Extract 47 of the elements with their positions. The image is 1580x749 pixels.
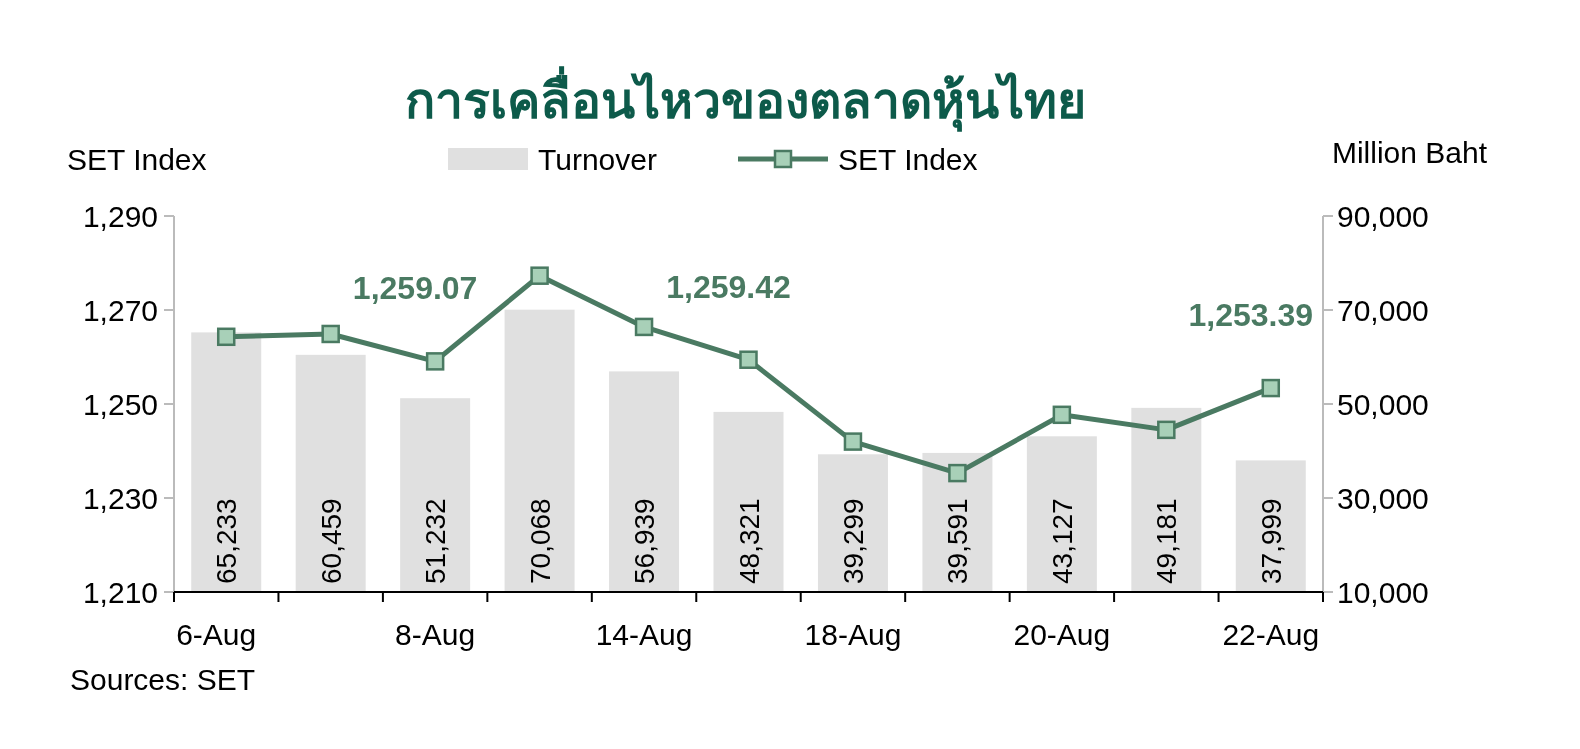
data-label: 65,233: [211, 498, 243, 584]
data-label: 1,253.39: [1188, 297, 1314, 334]
y-axis-title: SET Index: [67, 143, 207, 176]
x-tick-label: 18-Aug: [804, 618, 902, 651]
y-tick-label: 1,210: [82, 576, 158, 609]
legend-label: SET Index: [838, 143, 978, 176]
y2-tick-label: 50,000: [1337, 388, 1429, 421]
data-label: 60,459: [315, 498, 347, 584]
y2-tick-label: 10,000: [1337, 576, 1429, 609]
point: [216, 327, 236, 347]
x-tick-label: 14-Aug: [595, 618, 693, 651]
point: [425, 352, 445, 371]
point: [1157, 420, 1176, 440]
point: [843, 432, 863, 451]
point: [530, 266, 549, 285]
x-tick-label: 20-Aug: [1013, 618, 1111, 651]
source-note: Sources: SET: [70, 663, 256, 696]
data-label: 1,259.42: [666, 268, 791, 305]
x-tick-label: 8-Aug: [395, 618, 476, 651]
x-tick-label: 22-Aug: [1222, 618, 1320, 651]
y-tick-label: 1,230: [82, 482, 158, 515]
y-tick-label: 1,290: [82, 200, 158, 233]
legend-label: Turnover: [538, 143, 657, 176]
y2-tick-label: 30,000: [1337, 482, 1429, 515]
y2-tick-label: 70,000: [1337, 294, 1429, 327]
data-label: 1,259.07: [352, 270, 478, 307]
chart-title: การเคลื่อนไหวของตลาดหุ้นไทย: [404, 66, 1086, 132]
point: [739, 350, 758, 369]
data-label: 49,181: [1151, 498, 1183, 584]
data-label: 39,591: [942, 498, 974, 584]
point: [1052, 405, 1072, 425]
data-label: 48,321: [733, 498, 765, 584]
data-label: 56,939: [629, 498, 661, 584]
data-label: 70,068: [524, 498, 556, 584]
data-label: 39,299: [837, 498, 869, 584]
data-label: 51,232: [420, 498, 452, 584]
y-tick-label: 1,270: [82, 294, 158, 327]
data-label: 37,999: [1255, 498, 1287, 584]
y2-axis-title: Million Baht: [1331, 136, 1488, 169]
y-tick-label: 1,250: [82, 388, 158, 421]
y2-tick-label: 90,000: [1337, 200, 1429, 233]
x-tick-label: 6-Aug: [176, 618, 257, 651]
point: [634, 317, 654, 337]
point: [321, 324, 340, 344]
point: [948, 463, 967, 483]
data-label: 43,127: [1046, 498, 1078, 584]
point: [1261, 378, 1281, 398]
